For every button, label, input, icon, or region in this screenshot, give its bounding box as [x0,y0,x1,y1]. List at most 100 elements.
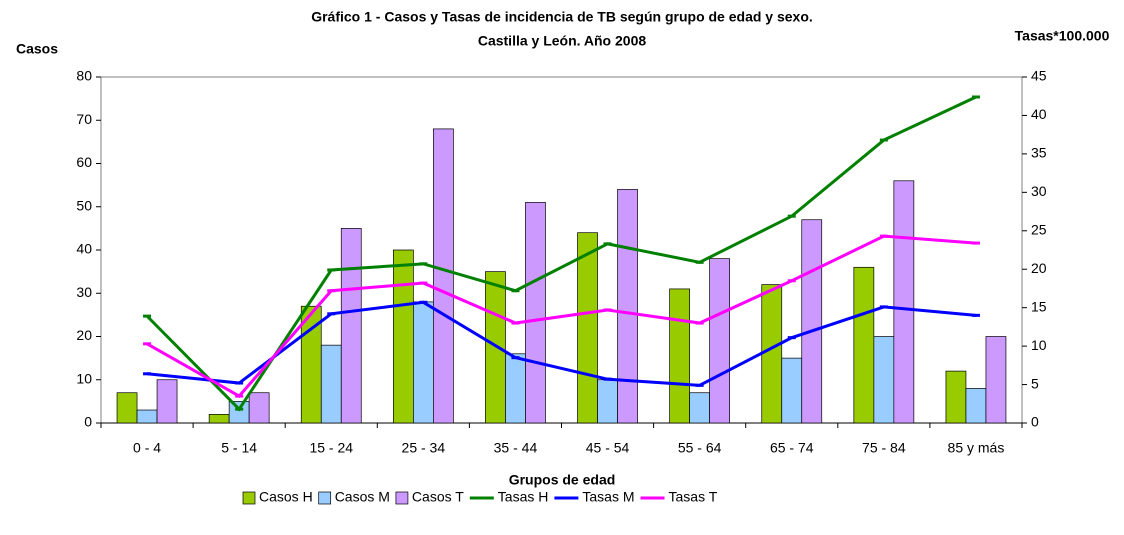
bar [893,180,915,424]
line-marker [235,394,244,398]
chart-title: Gráfico 1 - Casos y Tasas de incidencia … [311,9,813,25]
chart-title: Castilla y León. Año 2008 [478,33,647,49]
line [146,234,977,398]
bar [709,258,731,424]
line-marker [787,336,796,340]
line-marker [879,234,888,238]
y-tick-label: 60 [76,154,92,170]
line-marker [695,383,704,387]
bar [689,392,711,424]
legend-swatch [242,491,256,505]
line-marker [511,356,520,360]
y-tick-label: 70 [76,111,92,127]
y-axis-label: Casos [16,41,58,57]
y-tick-label: 10 [76,370,92,386]
line-marker [511,321,520,325]
x-tick-label: 85 y más [948,440,1005,456]
bar [505,353,526,424]
bar [433,128,454,424]
x-tick-label: 45 - 54 [586,440,630,456]
line-marker [787,214,796,218]
bar [393,249,414,424]
line-marker [603,308,612,312]
line-marker [971,313,980,317]
legend-label: Casos T [412,489,464,505]
legend-label: Tasas H [498,489,549,505]
line-marker [971,95,980,99]
y-tick-label: 0 [84,414,92,430]
y-tick-label: 80 [76,68,92,84]
y2-tick-label: 20 [1031,260,1047,276]
bar [617,189,638,424]
line-marker [143,342,152,346]
line-marker [327,312,336,316]
x-tick-label: 25 - 34 [402,440,446,456]
line-marker [695,321,704,325]
bar [320,344,342,424]
line-marker [327,268,336,272]
line-marker [787,279,796,283]
bar [597,379,618,424]
y2-tick-label: 0 [1031,414,1039,430]
legend-label: Tasas T [669,489,718,505]
line-marker [143,372,152,376]
line-marker [419,262,428,266]
line-marker [511,289,520,293]
x-tick-label: 75 - 84 [862,440,906,456]
bar [985,336,1007,424]
y2-tick-label: 15 [1031,298,1047,314]
y-tick-label: 30 [76,284,92,300]
line-marker [327,289,336,293]
bar [156,379,178,424]
line [145,95,977,412]
x-tick-label: 55 - 64 [678,440,722,456]
bar [801,219,823,424]
line-marker [603,242,612,246]
x-tick-label: 0 - 4 [133,440,161,456]
bar [669,288,691,424]
bar [208,414,230,424]
legend-swatch [395,491,409,505]
bar [116,392,138,424]
x-tick-label: 15 - 24 [309,440,353,456]
y2-tick-label: 5 [1031,375,1039,391]
line-marker [879,305,888,309]
line-marker [143,314,152,318]
bar [248,392,270,424]
line-marker [235,407,244,411]
bar [853,266,875,424]
bar [761,284,783,424]
y2-axis-label: Tasas*100.000 [1015,28,1110,44]
line-marker [879,138,888,142]
x-axis-label: Grupos de edad [509,472,616,488]
y2-tick-label: 10 [1031,337,1047,353]
y2-tick-label: 30 [1031,183,1047,199]
y-tick-label: 50 [76,197,92,213]
x-tick-label: 35 - 44 [494,440,538,456]
line-marker [695,260,704,264]
bar [873,336,895,424]
x-tick-label: 5 - 14 [221,440,257,456]
line [146,300,977,387]
line-marker [603,377,612,381]
bar [965,388,987,424]
y2-tick-label: 45 [1031,68,1047,84]
legend-label: Casos M [335,489,390,505]
bar [136,409,158,424]
bar [577,232,598,424]
legend-label: Casos H [259,489,313,505]
y2-tick-label: 35 [1031,145,1047,161]
bar [945,370,967,424]
bar [340,228,362,424]
y2-tick-label: 40 [1031,106,1047,122]
legend-label: Tasas M [582,489,634,505]
line-marker [971,241,980,245]
y-tick-label: 40 [76,241,92,257]
bar [781,357,803,424]
x-tick-label: 65 - 74 [770,440,814,456]
y2-tick-label: 25 [1031,221,1047,237]
line-marker [419,281,428,285]
bar [413,301,434,424]
bar [228,401,250,424]
